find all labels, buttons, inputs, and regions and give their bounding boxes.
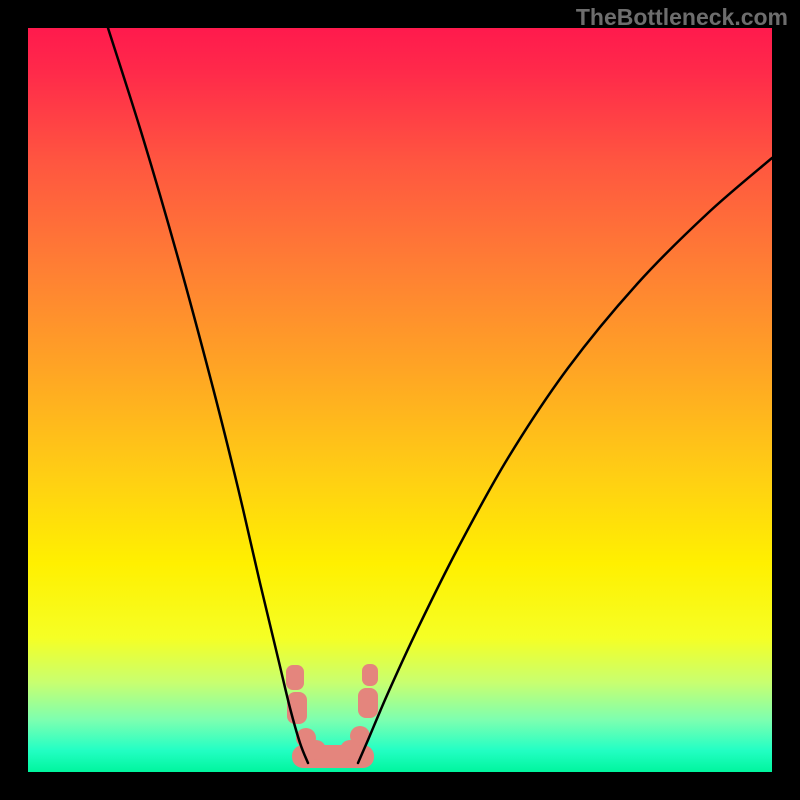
curve-overlay <box>28 28 772 772</box>
plot-area <box>28 28 772 772</box>
watermark-text: TheBottleneck.com <box>576 4 788 31</box>
left-curve <box>108 28 308 763</box>
valley-marks <box>286 664 378 768</box>
right-curve <box>358 158 772 763</box>
chart-frame: TheBottleneck.com <box>0 0 800 800</box>
